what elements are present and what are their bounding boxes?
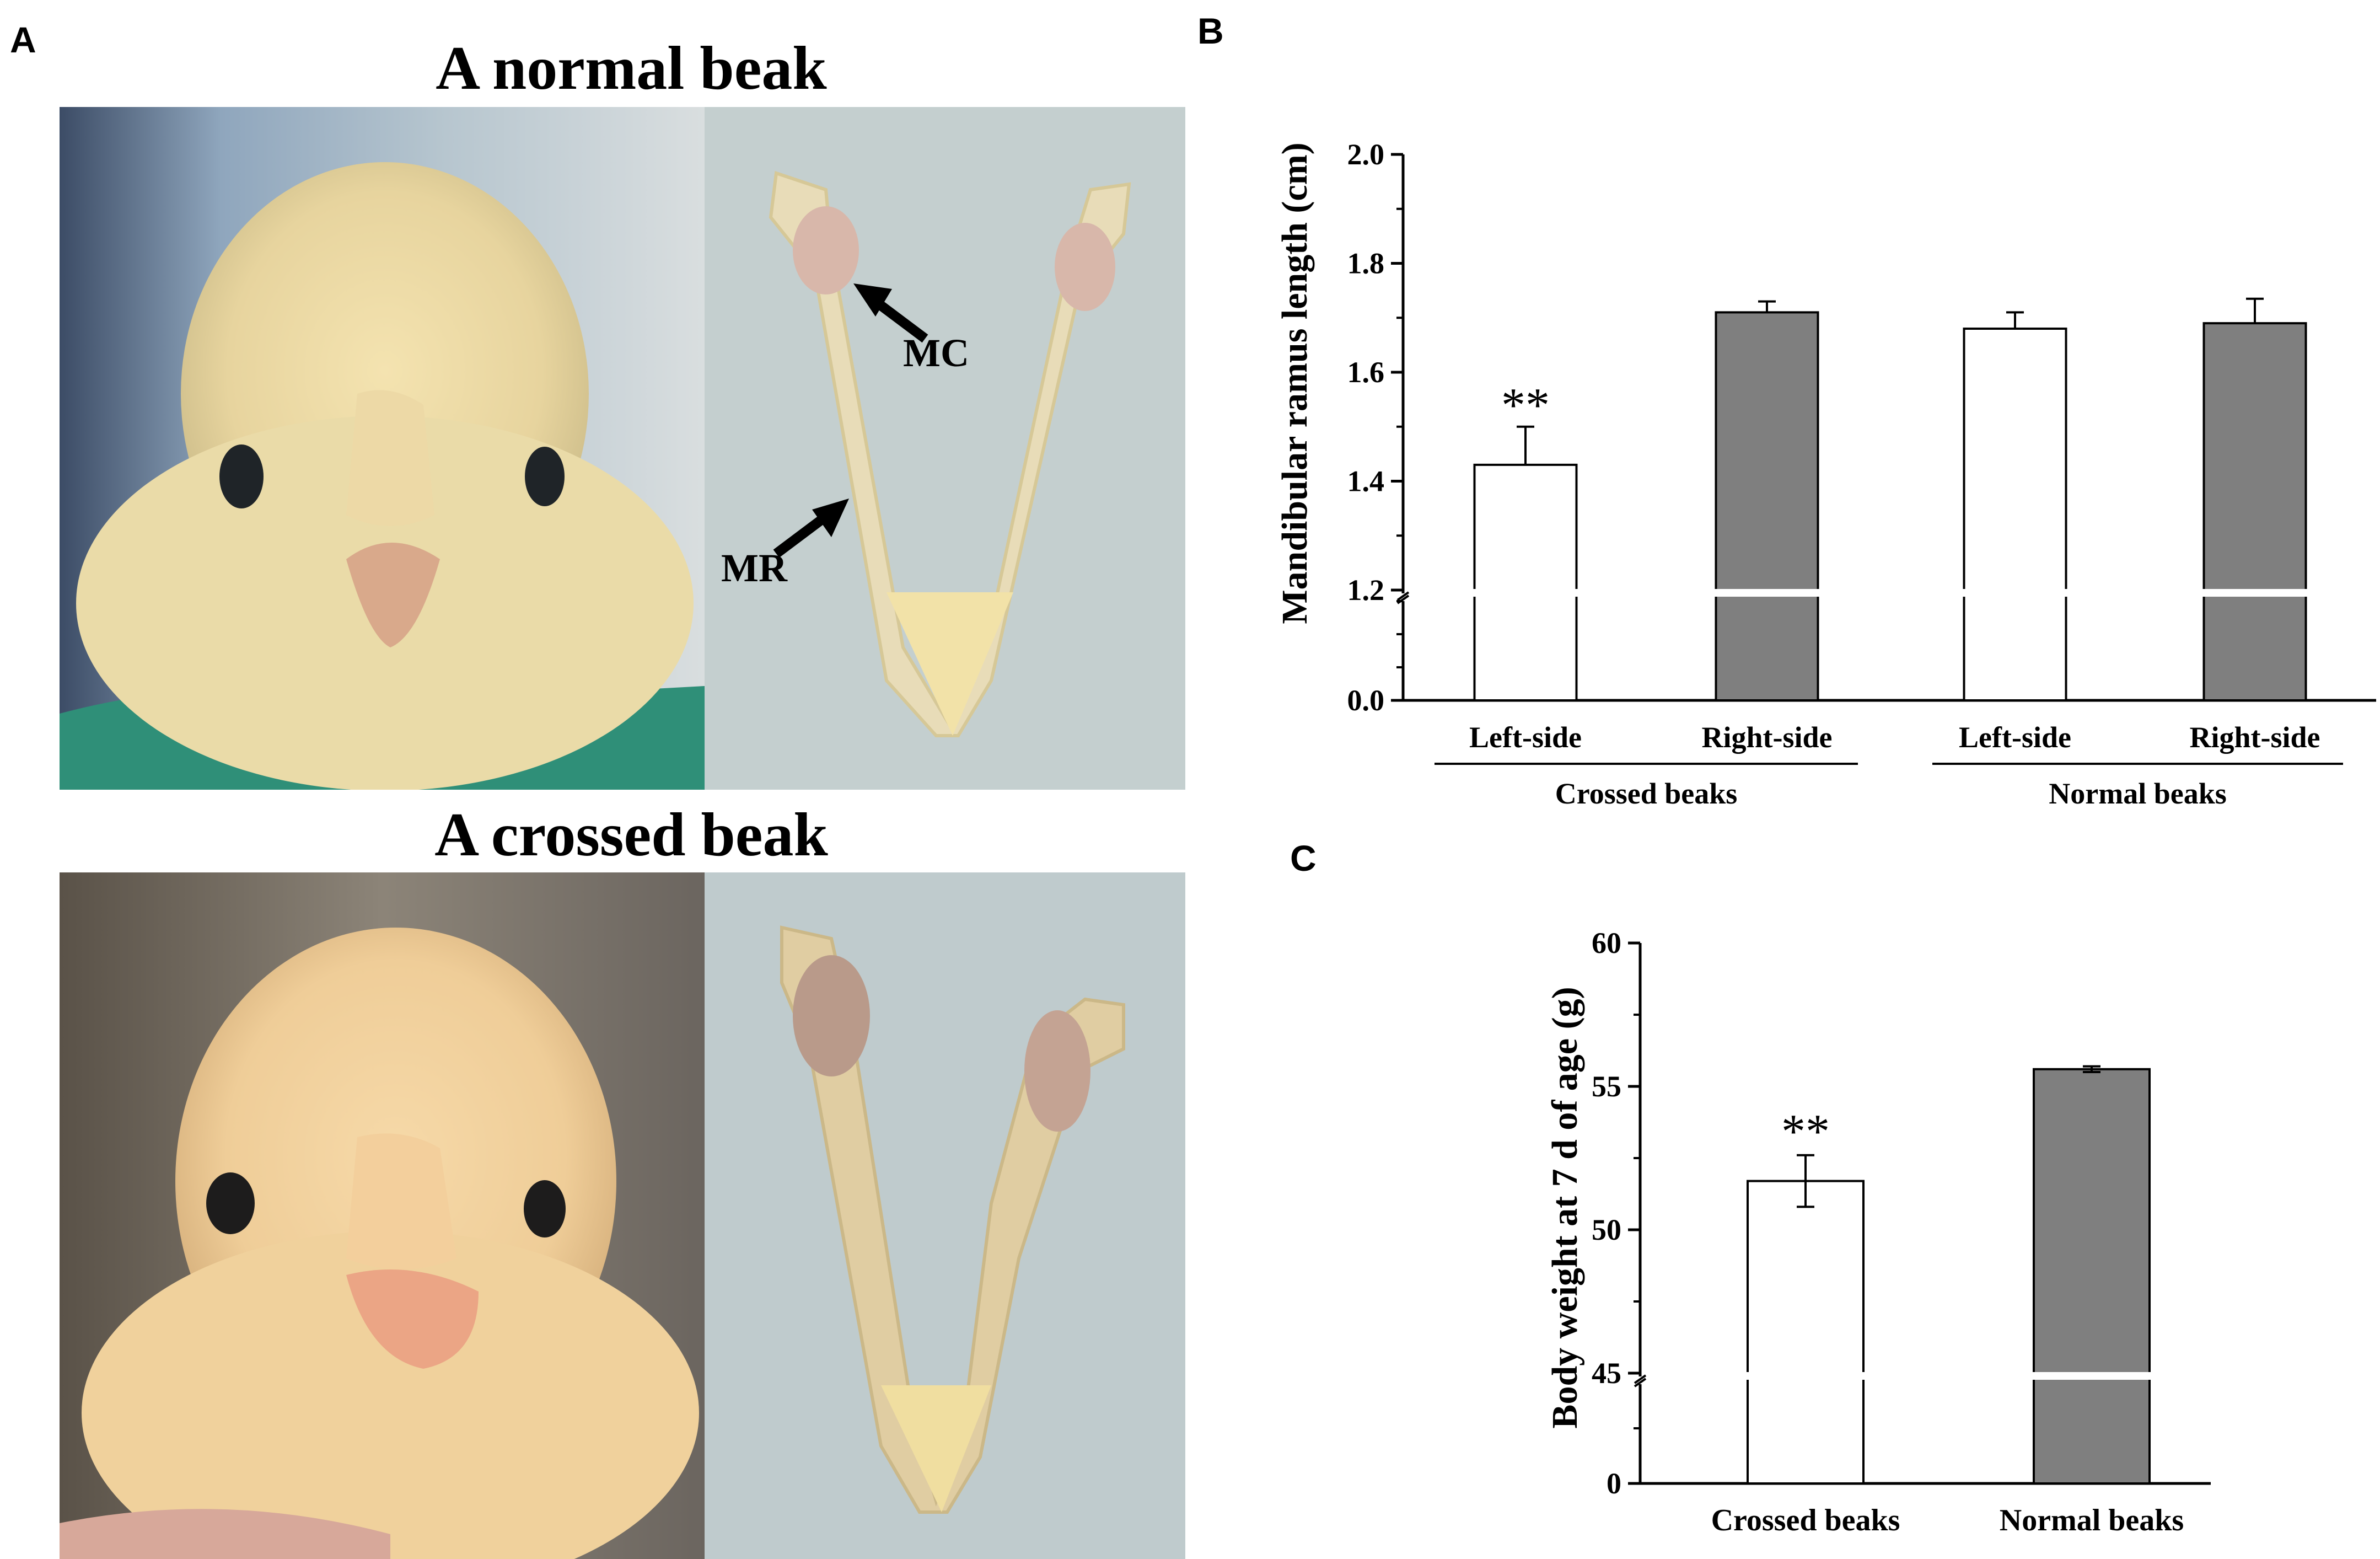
panel-letter-b: B [1197,10,1224,51]
chart-b-ytick-label: 1.8 [1347,247,1385,280]
chart-b-group-label: Crossed beaks [1555,777,1738,810]
chart-c-ytick-label: 0 [1607,1467,1621,1500]
normal-mandible-photo: MC MR [705,107,1185,790]
chart-b-ytick-label: 1.4 [1347,465,1385,498]
chart-b-bar [1715,311,1819,701]
chart-b-ytick-label: 2.0 [1347,138,1385,171]
chart-b-ytick-label: 1.2 [1347,574,1385,607]
chart-b-bar [1963,328,2067,701]
chart-c-ytick-label: 60 [1592,926,1621,960]
chart-c-category-label: Crossed beaks [1711,1503,1900,1537]
mr-label: MR [721,546,788,590]
chart-c-ytick-label: 45 [1592,1357,1621,1390]
chart-b-ylabel: Mandibular ramus length (cm) [1275,142,1315,624]
panel-letter-a: A [10,19,36,60]
chart-c-category-label: Normal beaks [2000,1503,2184,1537]
chart-c-ylabel: Body weight at 7 d of age (g) [1545,987,1585,1428]
chart-b-axis-break-mark [1396,591,1410,601]
chart-c: Body weight at 7 d of age (g) ** 0 45 50 55… [1545,926,2211,1537]
chart-c-ytick-label: 55 [1592,1070,1621,1103]
chart-b-category-label: Right-side [1701,721,1832,754]
normal-chick-photo [60,107,705,790]
normal-beak-title: A normal beak [436,34,827,103]
chart-b-bar [2202,322,2307,701]
chart-b-bar-break [2202,589,2308,597]
chart-c-axis-break-mark [1634,1374,1647,1384]
chart-b-bar-break [1473,589,1578,597]
chart-c-axis-break-mark [1634,1378,1647,1387]
chart-b-group-label: Normal beaks [2049,777,2227,810]
chart-c-bar-break [2032,1372,2151,1380]
chart-b-bar [1473,463,1578,701]
crossed-beak-title: A crossed beak [434,801,828,869]
crossed-mandible-photo [705,872,1185,1559]
chart-b-ytick-label: 0.0 [1347,684,1385,717]
crossed-chick-photo [60,872,705,1559]
chart-c-bar [1747,1180,1865,1485]
mc-label: MC [903,331,969,375]
chart-b-category-label: Left-side [1469,721,1582,754]
chart-b: Mandibular ramus length (cm) ** 0.0 1.2 1.… [1275,138,2376,810]
chart-b-significance-label: ** [1501,379,1550,432]
chart-b-category-label: Right-side [2189,721,2320,754]
panel-letter-c: C [1290,838,1317,878]
chart-c-significance-label: ** [1781,1105,1830,1159]
chart-c-bar [2033,1068,2151,1485]
chart-b-bar-break [1962,589,2068,597]
chart-b-category-label: Left-side [1959,721,2071,754]
chart-b-bar-break [1714,589,1820,597]
chart-c-bar-break [1746,1372,1865,1380]
chart-c-ytick-label: 50 [1592,1213,1621,1246]
chart-b-ytick-label: 1.6 [1347,356,1385,389]
